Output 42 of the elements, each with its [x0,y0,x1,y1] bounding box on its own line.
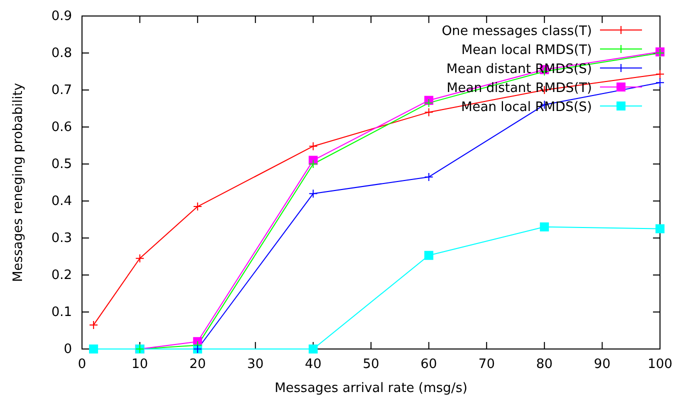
x-tick-label: 70 [478,357,495,372]
x-axis-title: Messages arrival rate (msg/s) [274,381,468,396]
point [424,108,434,117]
x-tick-label: 10 [132,357,148,372]
point [540,222,549,232]
point [656,70,664,79]
x-tick-label: 100 [648,357,672,372]
legend-label: One messages class(T) [442,24,592,39]
y-tick-label: 0.7 [51,83,72,98]
x-tick-label: 90 [594,357,610,372]
x-tick-label: 50 [362,357,380,372]
y-tick-label: 0.5 [51,157,72,172]
y-tick-label: 0.2 [51,268,72,284]
point [308,142,318,151]
point [308,160,318,168]
y-tick-label: 0.6 [51,120,72,136]
legend-label: Mean local RMDS(T) [461,43,592,58]
point [89,320,98,330]
point [424,250,434,260]
legend-label: Mean local RMDS(S) [461,100,592,115]
y-tick-label: 0.1 [51,305,72,320]
point [424,98,434,108]
point [89,344,98,354]
point [308,344,318,354]
x-tick-label: 60 [420,357,438,372]
x-tick-label: 40 [304,357,322,372]
point [193,202,202,212]
y-tick-label: 0 [64,342,72,358]
x-tick-label: 30 [247,357,264,372]
y-tick-label: 0.3 [51,231,72,246]
y-tick-label: 0.9 [51,9,72,24]
x-tick-label: 20 [189,357,206,372]
y-axis-title: Messages reneging probability [11,82,26,282]
point [656,78,664,88]
x-tick-label: 80 [536,357,553,372]
y-tick-label: 0.8 [51,46,72,62]
point [135,254,144,263]
point [424,172,434,182]
x-tick-label: 0 [78,357,86,372]
y-tick-label: 0.4 [51,194,72,210]
point [656,224,664,234]
point [308,189,318,198]
